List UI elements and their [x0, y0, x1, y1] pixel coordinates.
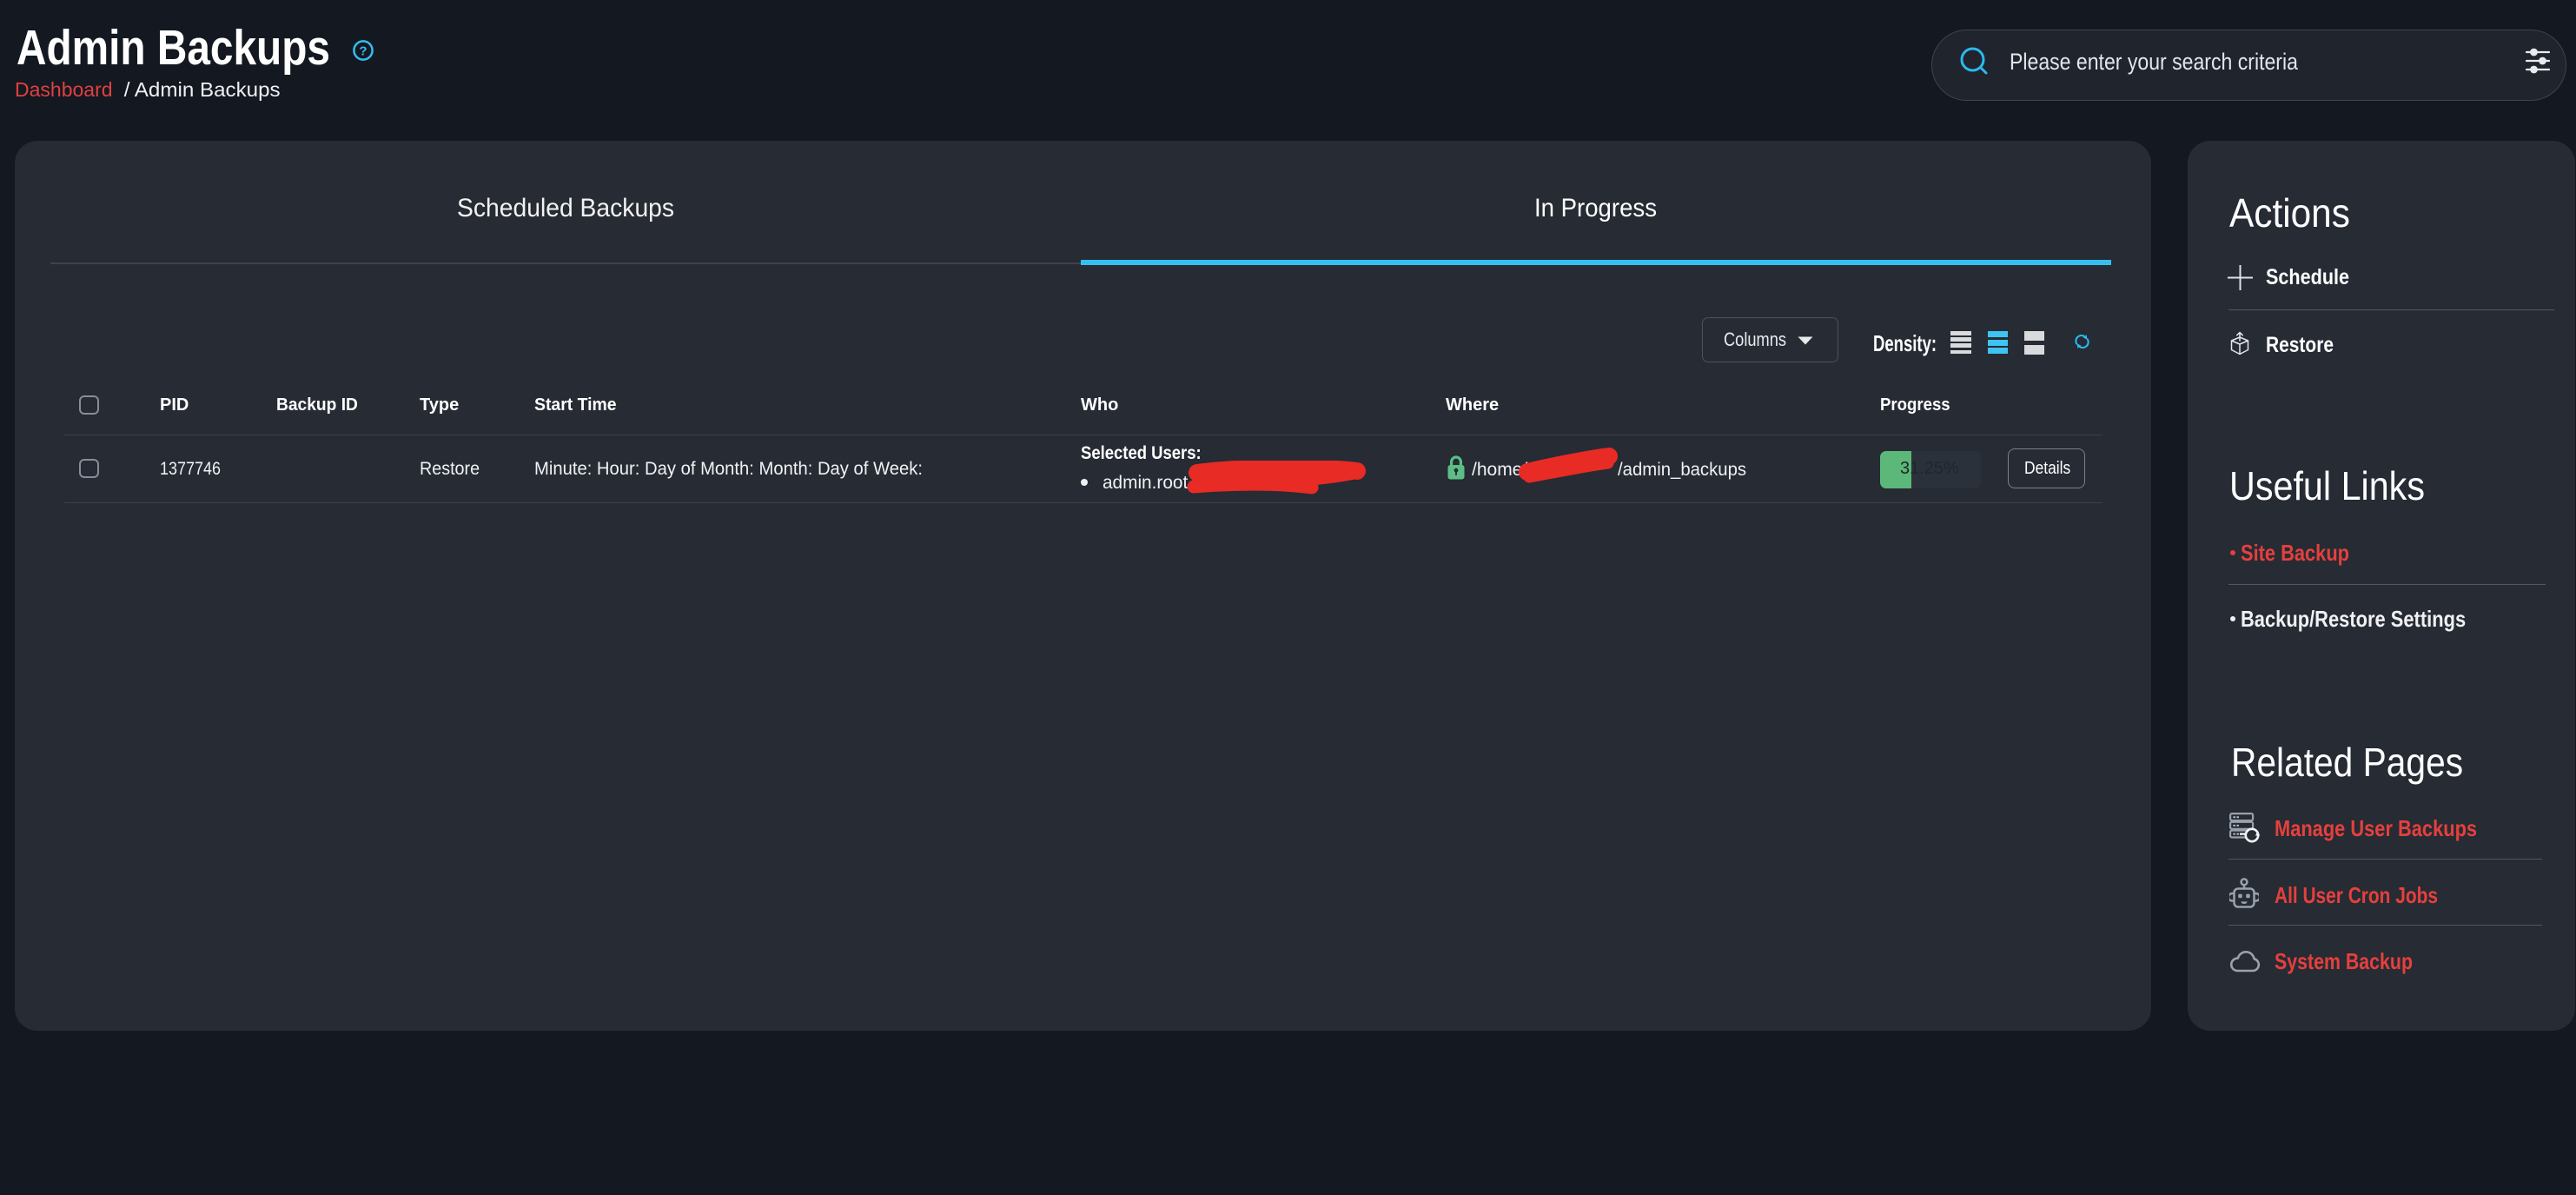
svg-text:?: ? — [359, 44, 367, 59]
